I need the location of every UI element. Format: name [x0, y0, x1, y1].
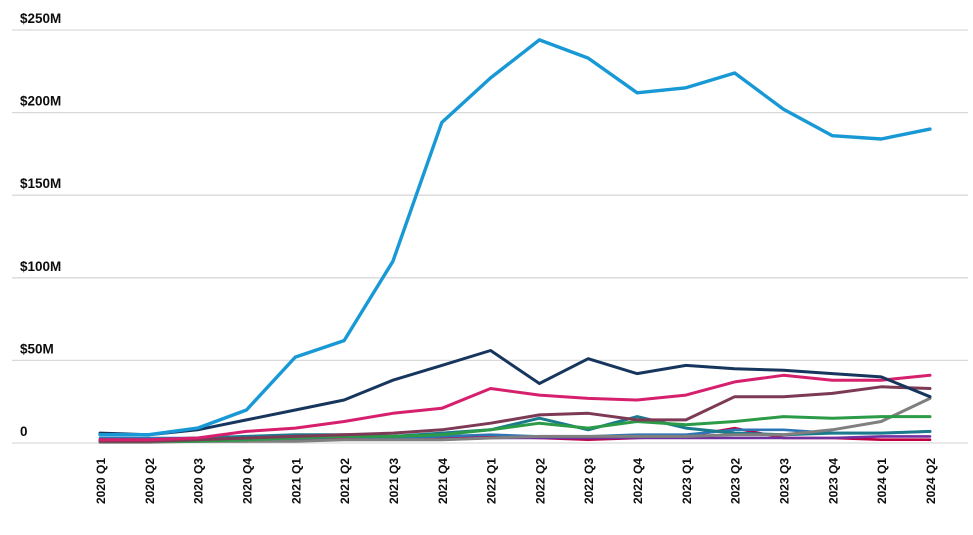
y-axis-tick-label: $100M [20, 259, 61, 274]
x-axis-tick-label: 2022 Q4 [631, 458, 645, 504]
y-axis-tick-label: $250M [20, 11, 61, 26]
x-axis-tick-label: 2021 Q1 [289, 458, 303, 504]
x-axis-tick-label: 2023 Q4 [826, 458, 840, 504]
x-axis-tick-label: 2021 Q4 [436, 458, 450, 504]
x-axis-tick-label: 2021 Q3 [387, 458, 401, 504]
x-axis-tick-label: 2023 Q1 [680, 458, 694, 504]
x-axis-tick-label: 2020 Q1 [94, 458, 108, 504]
x-axis-tick-label: 2023 Q2 [729, 458, 743, 504]
x-axis-tick-label: 2020 Q2 [143, 458, 157, 504]
x-axis-tick-label: 2024 Q1 [875, 458, 889, 504]
y-axis-tick-label: $150M [20, 176, 61, 191]
series-line-green [98, 415, 932, 443]
x-axis-tick-label: 2020 Q3 [192, 458, 206, 504]
y-axis-tick-label: $50M [20, 341, 54, 356]
y-axis-tick-label: $200M [20, 94, 61, 109]
series-line-cyan [98, 38, 932, 437]
x-axis-tick-label: 2023 Q3 [778, 458, 792, 504]
x-axis-tick-label: 2020 Q4 [240, 458, 254, 504]
x-axis-tick-label: 2024 Q2 [924, 458, 938, 504]
series-line-navy [98, 349, 932, 437]
series-line-plum [98, 385, 932, 443]
y-axis-tick-label: 0 [20, 424, 28, 439]
series-line-magenta [98, 373, 932, 442]
x-axis-tick-label: 2022 Q3 [582, 458, 596, 504]
x-axis-tick-label: 2022 Q1 [485, 458, 499, 504]
x-axis-tick-label: 2022 Q2 [533, 458, 547, 504]
x-axis-tick-label: 2021 Q2 [338, 458, 352, 504]
